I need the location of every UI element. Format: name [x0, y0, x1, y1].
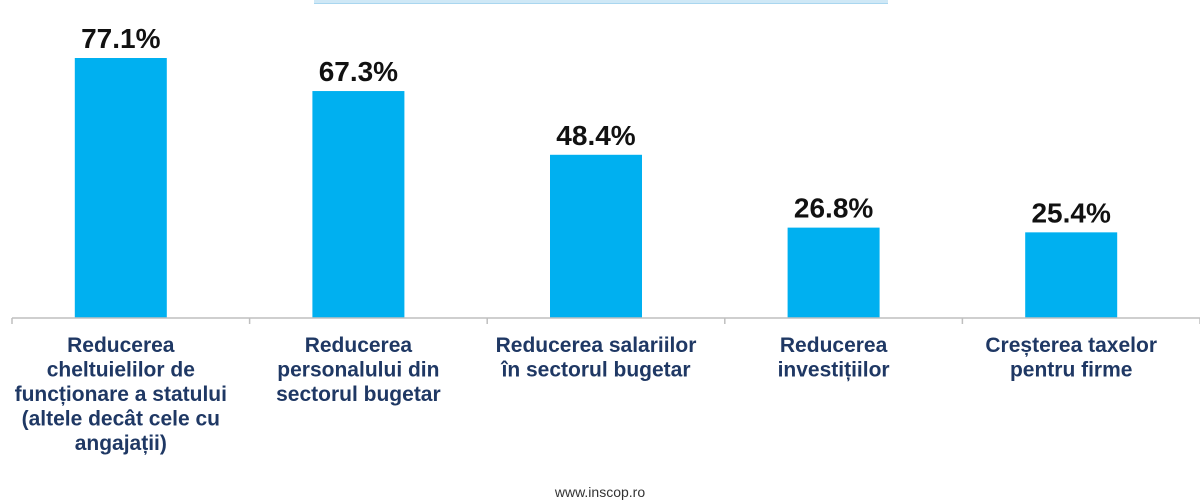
bar [787, 227, 880, 318]
bar-value-label: 25.4% [1031, 197, 1110, 228]
bars-group [74, 58, 1118, 318]
bar [312, 91, 405, 318]
category-label: Reducerea salariilor în sectorul bugetar [496, 334, 697, 382]
bar-value-label: 67.3% [319, 56, 398, 87]
x-axis-ticks [11, 318, 1200, 324]
category-label-line: Creșterea taxelor [985, 334, 1157, 357]
category-label-line: (altele decât cele cu [22, 408, 220, 431]
bar-value-label: 26.8% [794, 193, 873, 224]
category-label-line: Reducerea salariilor [496, 334, 697, 357]
category-label-line: pentru firme [1010, 359, 1133, 382]
category-label-line: personalului din [277, 359, 439, 382]
value-labels-group: 77.1% 67.3% 48.4% 26.8% 25.4% [81, 23, 1111, 228]
header-band [314, 0, 888, 4]
category-label-line: Reducerea [305, 334, 413, 357]
bar [74, 58, 167, 318]
bar-value-label: 48.4% [556, 120, 635, 151]
category-label: Reducerea cheltuielilor de funcționare a s… [15, 334, 227, 455]
category-label-line: angajații) [75, 432, 167, 455]
category-label-line: Reducerea [67, 334, 175, 357]
category-label-line: funcționare a statului [15, 383, 227, 406]
source-url: www.inscop.ro [554, 484, 646, 500]
bar-chart: 77.1%67.3%48.4%26.8% 25.4% Reducerea chelt… [11, 23, 1200, 455]
category-label: Creșterea taxelor pentru firme [985, 334, 1157, 382]
bar [1025, 232, 1118, 318]
category-label-line: Reducerea [780, 334, 888, 357]
category-label-line: cheltuielilor de [47, 359, 195, 382]
category-label-line: în sectorul bugetar [500, 359, 690, 382]
category-label-line: sectorul bugetar [276, 383, 441, 406]
category-labels-group: Reducerea cheltuielilor de funcționare a s… [15, 334, 1157, 455]
bar-value-label: 77.1% [81, 23, 160, 54]
category-label-line: investițiilor [778, 359, 890, 382]
bar [550, 154, 642, 318]
category-label: Reducerea investițiilor [778, 334, 890, 382]
category-label: Reducerea personalului din sectorul bugeta… [276, 334, 441, 406]
